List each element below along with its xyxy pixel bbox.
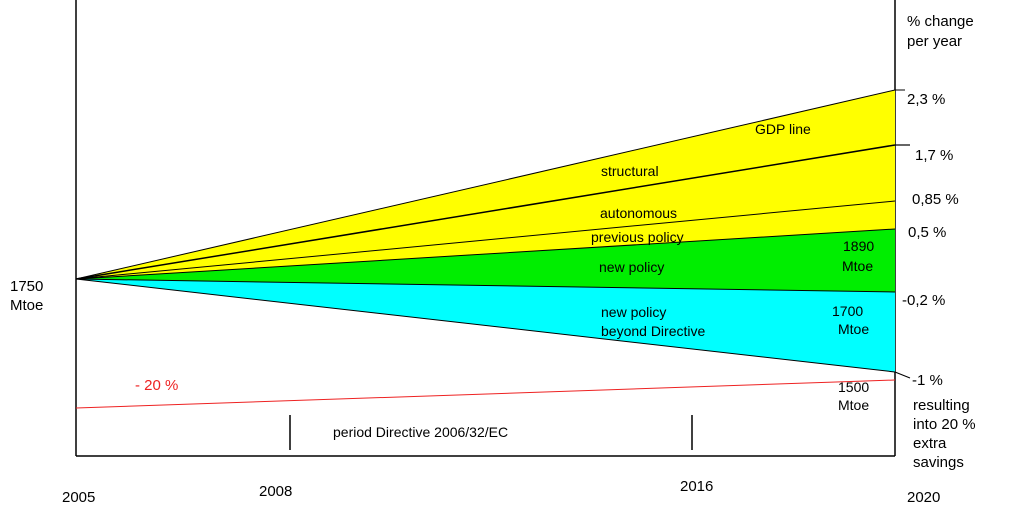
resulting-note-line4: savings bbox=[913, 454, 964, 471]
rate-tick-beyond bbox=[894, 371, 911, 379]
line-previous-policy bbox=[75, 228, 896, 280]
x-tick-2008: 2008 bbox=[259, 483, 292, 500]
right-axis-title-line1: % change bbox=[907, 13, 974, 30]
resulting-note-line2: into 20 % bbox=[913, 416, 976, 433]
directive-period-label: period Directive 2006/32/EC bbox=[333, 424, 508, 440]
resulting-note-line1: resulting bbox=[913, 397, 970, 414]
end-value-1700: 1700 bbox=[832, 303, 863, 319]
rate-label-new-policy: -0,2 % bbox=[902, 292, 945, 309]
line-new-policy bbox=[75, 278, 896, 293]
right-axis-title-line2: per year bbox=[907, 33, 962, 50]
reference-line-label: - 20 % bbox=[135, 377, 178, 394]
line-structural bbox=[75, 144, 896, 280]
rate-label-beyond-directive: -1 % bbox=[912, 372, 943, 389]
end-value-1890: 1890 bbox=[843, 238, 874, 254]
end-value-1890-unit: Mtoe bbox=[842, 258, 873, 274]
rate-label-gdp: 2,3 % bbox=[907, 91, 945, 108]
x-tick-2005: 2005 bbox=[62, 489, 95, 506]
x-tick-2016: 2016 bbox=[680, 478, 713, 495]
end-value-1700-unit: Mtoe bbox=[838, 321, 869, 337]
band-label-beyond-line1: new policy bbox=[601, 304, 666, 320]
rate-label-structural: 1,7 % bbox=[915, 147, 953, 164]
band-label-previous-policy: previous policy bbox=[591, 229, 684, 245]
band-label-beyond-line2: beyond Directive bbox=[601, 323, 705, 339]
start-value-unit: Mtoe bbox=[10, 297, 43, 314]
band-label-new-policy: new policy bbox=[599, 259, 664, 275]
line-gdp bbox=[75, 89, 896, 280]
band-green-area bbox=[76, 229, 895, 292]
x-tick-2020: 2020 bbox=[907, 489, 940, 506]
resulting-note-line3: extra bbox=[913, 435, 947, 452]
rate-label-previous-policy: 0,5 % bbox=[908, 224, 946, 241]
end-value-1500: 1500 bbox=[838, 379, 869, 395]
start-value-number: 1750 bbox=[10, 278, 43, 295]
line-autonomous bbox=[75, 200, 896, 280]
band-label-autonomous: autonomous bbox=[600, 205, 677, 221]
band-label-structural: structural bbox=[601, 163, 659, 179]
band-label-gdp: GDP line bbox=[755, 121, 811, 137]
line-beyond-directive bbox=[75, 278, 896, 373]
reference-line-minus-20 bbox=[75, 379, 896, 409]
end-value-1500-unit: Mtoe bbox=[838, 397, 869, 413]
rate-label-autonomous: 0,85 % bbox=[912, 191, 959, 208]
